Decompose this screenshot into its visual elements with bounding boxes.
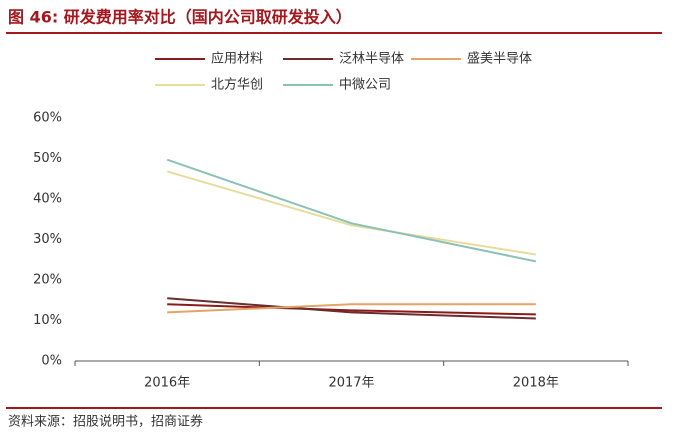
series-line (167, 297, 536, 320)
series-line (166, 170, 536, 256)
source-note: 资料来源：招股说明书，招商证券 (8, 414, 203, 430)
y-tick-label: 10% (33, 313, 62, 328)
legend-label: 应用材料 (211, 51, 263, 67)
chart-title: 图 46: 研发费用率对比（国内公司取研发投入） (8, 8, 352, 27)
x-tick-label: 2017年 (328, 376, 374, 391)
legend-label: 泛林半导体 (339, 52, 404, 67)
series-line (167, 303, 536, 316)
y-tick-label: 50% (33, 151, 62, 166)
y-tick-label: 20% (33, 273, 62, 288)
y-tick-label: 60% (33, 111, 62, 126)
y-tick-label: 30% (33, 232, 62, 247)
legend-label: 盛美半导体 (467, 52, 532, 67)
x-tick-label: 2016年 (144, 376, 190, 391)
series-line (167, 303, 536, 314)
x-tick-label: 2018年 (513, 376, 559, 391)
series-line (166, 158, 537, 263)
y-tick-label: 40% (33, 192, 62, 207)
y-tick-label: 0% (41, 354, 62, 369)
legend-label: 中微公司 (339, 78, 391, 93)
legend-label: 北方华创 (211, 77, 263, 93)
